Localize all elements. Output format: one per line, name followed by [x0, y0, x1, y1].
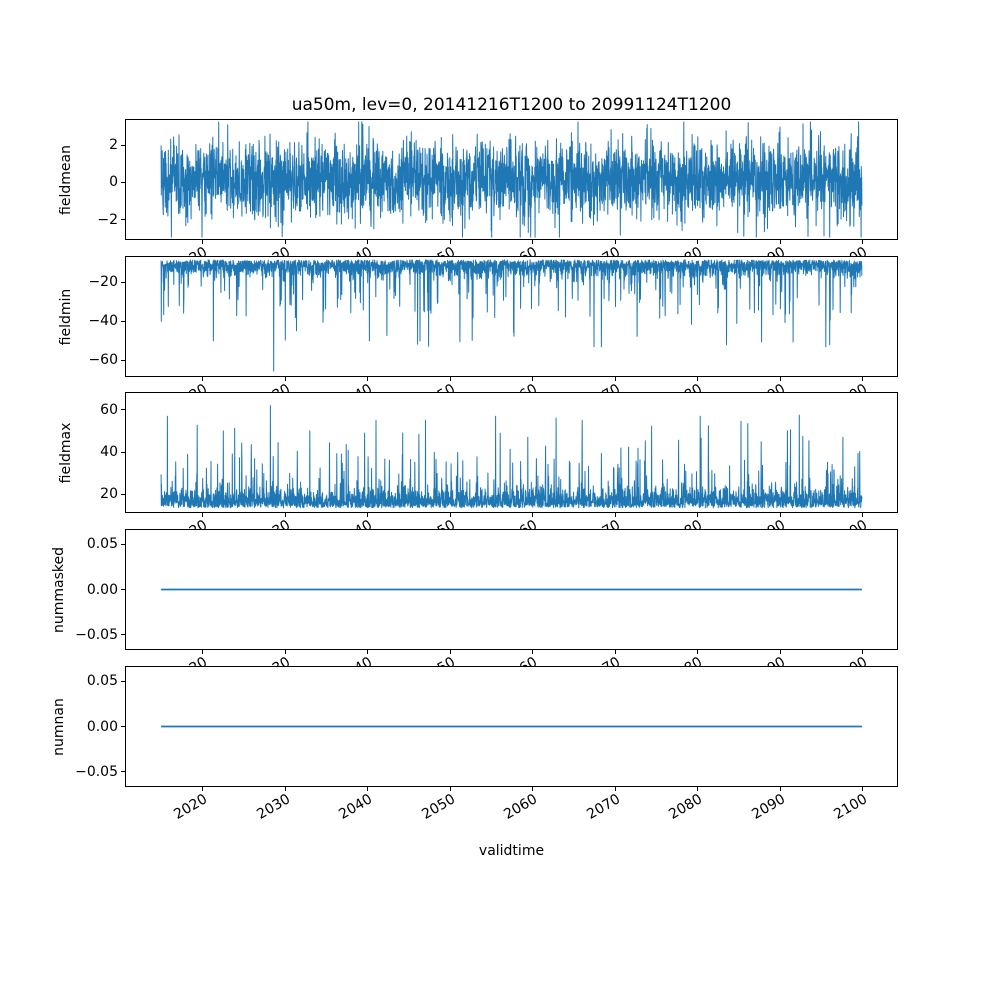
y-tick-mark: [121, 493, 125, 495]
y-tick-mark: [121, 219, 125, 220]
x-tick-mark: [779, 240, 781, 244]
y-tick-label: 0.05: [86, 536, 118, 553]
x-tick-label: 2020: [171, 791, 211, 823]
x-tick-mark: [284, 650, 286, 654]
y-tick-label: −40: [88, 313, 118, 330]
y-tick-mark: [121, 543, 125, 545]
y-tick-label: −0.05: [75, 626, 118, 643]
line-plot: [160, 725, 863, 728]
x-tick-mark: [202, 377, 204, 381]
x-tick-mark: [367, 513, 369, 517]
x-tick-mark: [367, 787, 369, 791]
y-tick-mark: [121, 320, 125, 322]
x-axis-label: validtime: [478, 843, 545, 859]
y-tick-label: 0.00: [86, 581, 118, 598]
x-tick-mark: [449, 377, 451, 381]
x-tick-mark: [532, 377, 534, 381]
x-tick-mark: [614, 377, 616, 381]
x-tick-mark: [449, 787, 451, 791]
x-tick-mark: [779, 377, 781, 381]
line-plot: [160, 259, 863, 372]
x-tick-mark: [532, 650, 534, 654]
subplot-nummasked: [125, 529, 898, 650]
x-tick-mark: [697, 513, 699, 517]
line-plot: [160, 121, 863, 238]
x-tick-label: 2080: [666, 791, 706, 823]
x-tick-mark: [779, 650, 781, 654]
y-tick-label: 0: [109, 174, 118, 191]
x-tick-mark: [862, 377, 864, 381]
x-tick-label: 2030: [253, 791, 293, 823]
x-tick-mark: [449, 650, 451, 654]
x-tick-mark: [202, 650, 204, 654]
subplot-fieldmean: [125, 119, 898, 240]
x-tick-label: 2100: [831, 791, 871, 823]
y-tick-label: −0.05: [75, 763, 118, 780]
subplot-numnan: [125, 666, 898, 787]
x-tick-mark: [614, 513, 616, 517]
y-tick-mark: [121, 181, 125, 183]
x-tick-mark: [614, 787, 616, 791]
y-tick-label: −2: [97, 211, 118, 228]
x-tick-mark: [284, 377, 286, 381]
x-tick-mark: [697, 377, 699, 381]
x-tick-mark: [862, 513, 864, 517]
x-tick-label: 2040: [336, 791, 376, 823]
x-tick-mark: [697, 787, 699, 791]
x-tick-mark: [284, 513, 286, 517]
x-tick-mark: [284, 787, 286, 791]
x-tick-mark: [697, 240, 699, 244]
x-tick-mark: [532, 240, 534, 244]
y-tick-mark: [121, 771, 125, 773]
y-tick-label: 2: [109, 137, 118, 154]
x-tick-label: 2070: [583, 791, 623, 823]
y-tick-mark: [121, 726, 125, 727]
x-tick-label: 2090: [748, 791, 788, 823]
y-tick-mark: [121, 281, 125, 283]
x-tick-mark: [862, 240, 864, 244]
x-tick-mark: [202, 240, 204, 244]
x-tick-mark: [614, 240, 616, 244]
y-tick-mark: [121, 634, 125, 636]
x-tick-mark: [284, 240, 286, 244]
y-tick-label: −60: [88, 352, 118, 369]
x-tick-mark: [367, 240, 369, 244]
y-tick-mark: [121, 144, 125, 146]
line-plot: [160, 405, 863, 509]
x-tick-mark: [532, 513, 534, 517]
y-tick-mark: [121, 451, 125, 453]
subplot-fieldmin: [125, 256, 898, 377]
y-tick-mark: [121, 359, 125, 361]
y-tick-label: 60: [100, 401, 118, 418]
x-tick-mark: [614, 650, 616, 654]
x-tick-label: 2060: [501, 791, 541, 823]
x-tick-label: 2050: [418, 791, 458, 823]
x-tick-mark: [862, 650, 864, 654]
x-tick-mark: [697, 650, 699, 654]
y-tick-label: 0.05: [86, 673, 118, 690]
chart-title: ua50m, lev=0, 20141216T1200 to 20991124T…: [291, 95, 732, 115]
x-tick-mark: [367, 377, 369, 381]
y-tick-label: 20: [100, 486, 118, 503]
x-tick-mark: [449, 240, 451, 244]
y-tick-label: 0.00: [86, 718, 118, 735]
y-tick-mark: [121, 680, 125, 682]
y-tick-label: 40: [100, 444, 118, 460]
x-tick-mark: [449, 513, 451, 517]
x-tick-mark: [532, 787, 534, 791]
y-tick-label: −20: [88, 274, 118, 291]
x-tick-mark: [779, 787, 781, 791]
x-tick-mark: [367, 650, 369, 654]
x-tick-mark: [202, 513, 204, 517]
x-tick-mark: [862, 787, 864, 791]
y-tick-mark: [121, 409, 125, 411]
x-tick-mark: [202, 787, 204, 791]
x-tick-mark: [779, 513, 781, 517]
line-plot: [160, 588, 863, 591]
subplot-fieldmax: [125, 392, 898, 513]
y-tick-mark: [121, 589, 125, 590]
